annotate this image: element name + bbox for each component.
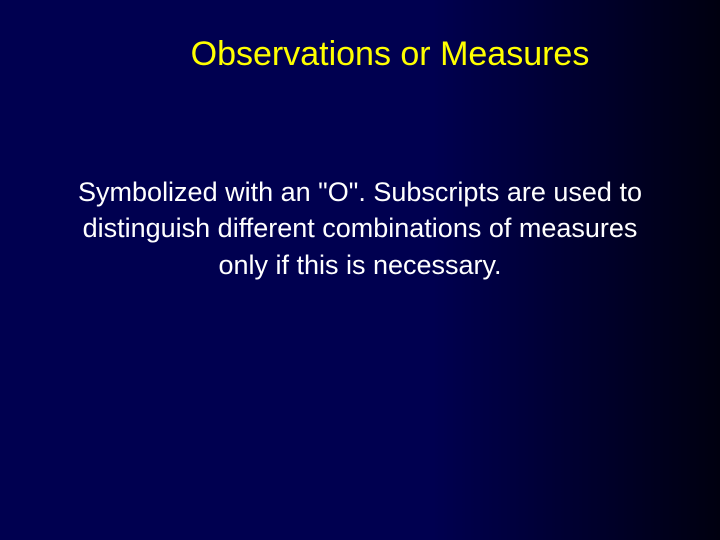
slide-container: Observations or Measures Symbolized with… [0, 0, 720, 540]
slide-title: Observations or Measures [50, 35, 670, 74]
slide-body-text: Symbolized with an "O". Subscripts are u… [50, 174, 670, 283]
